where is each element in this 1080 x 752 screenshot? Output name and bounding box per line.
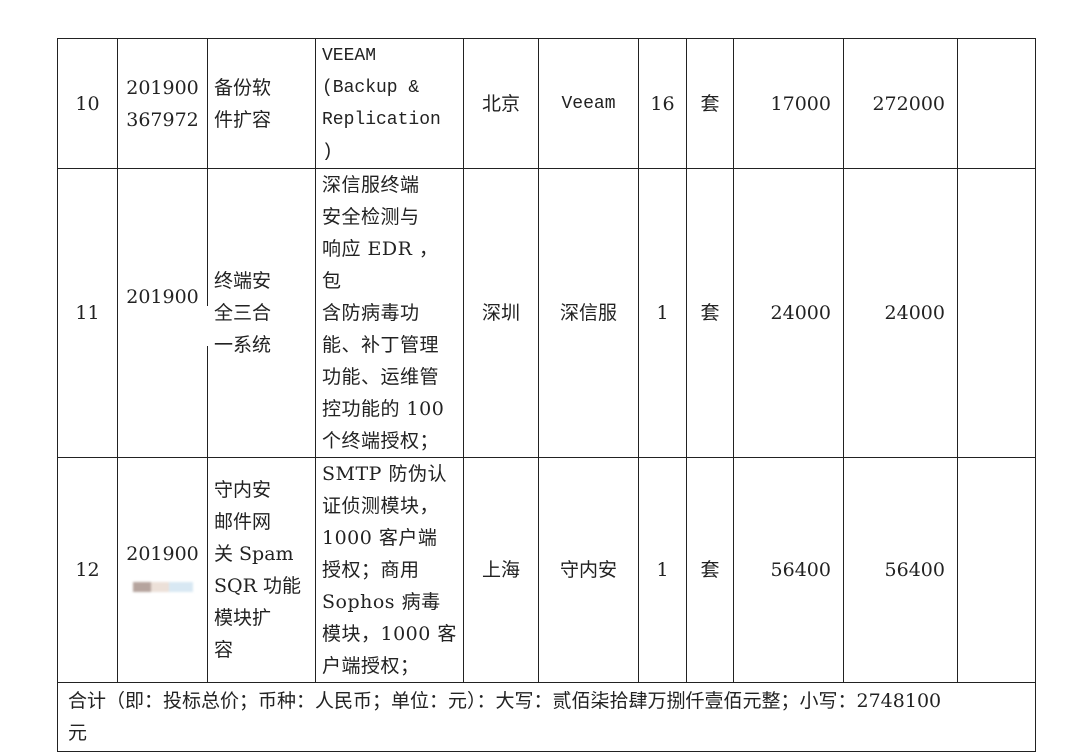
item-description: SMTP 防伪认 证侦测模块， 1000 客户端 授权；商用 Sophos 病毒… [315,457,464,683]
origin: 北京 [463,38,539,169]
item-code: 201900 [117,457,208,683]
table-row: 12 201900 守内安 邮件网 关 Spam SQR 功能 模块扩 容 SM… [57,457,1036,683]
row-number: 11 [57,168,118,458]
row-number: 12 [57,457,118,683]
total-price: 272000 [843,38,958,169]
unit-price: 56400 [733,457,844,683]
quantity: 1 [638,457,687,683]
unit: 套 [686,168,734,458]
total-price: 24000 [843,168,958,458]
origin: 深圳 [463,168,539,458]
quantity: 16 [638,38,687,169]
remark [957,457,1036,683]
brand: 守内安 [538,457,639,683]
origin: 上海 [463,457,539,683]
brand: 深信服 [538,168,639,458]
item-name: 终端安 全三合 一系统 [207,168,316,458]
item-name: 守内安 邮件网 关 Spam SQR 功能 模块扩 容 [207,457,316,683]
table-row: 11 201900 终端安 全三合 一系统 深信服终端 安全检测与 响应 EDR… [57,168,1036,458]
row-number: 10 [57,38,118,169]
quantity: 1 [638,168,687,458]
total-summary: 合计（即：投标总价；币种：人民币；单位：元）：大写：贰佰柒拾肆万捌仟壹佰元整；小… [57,682,1036,752]
item-description: VEEAM (Backup & Replication ) [315,38,464,169]
item-code-text: 201900 [126,543,199,565]
total-price: 56400 [843,457,958,683]
redacted-code [132,582,193,592]
summary-row: 合计（即：投标总价；币种：人民币；单位：元）：大写：贰佰柒拾肆万捌仟壹佰元整；小… [57,682,1036,752]
remark [957,38,1036,169]
item-description: 深信服终端 安全检测与 响应 EDR ，包 含防病毒功 能、补丁管理 功能、运维… [315,168,464,458]
brand: Veeam [538,38,639,169]
quote-table: 10 201900 367972 备份软 件扩容 VEEAM (Backup &… [57,38,1036,752]
item-name: 备份软 件扩容 [207,38,316,169]
remark [957,168,1036,458]
unit-price: 17000 [733,38,844,169]
unit-price: 24000 [733,168,844,458]
unit: 套 [686,457,734,683]
item-code-text: 201900 [126,286,199,308]
unit: 套 [686,38,734,169]
redaction-patch [120,306,210,346]
item-code: 201900 367972 [117,38,208,169]
table-row: 10 201900 367972 备份软 件扩容 VEEAM (Backup &… [57,38,1036,169]
